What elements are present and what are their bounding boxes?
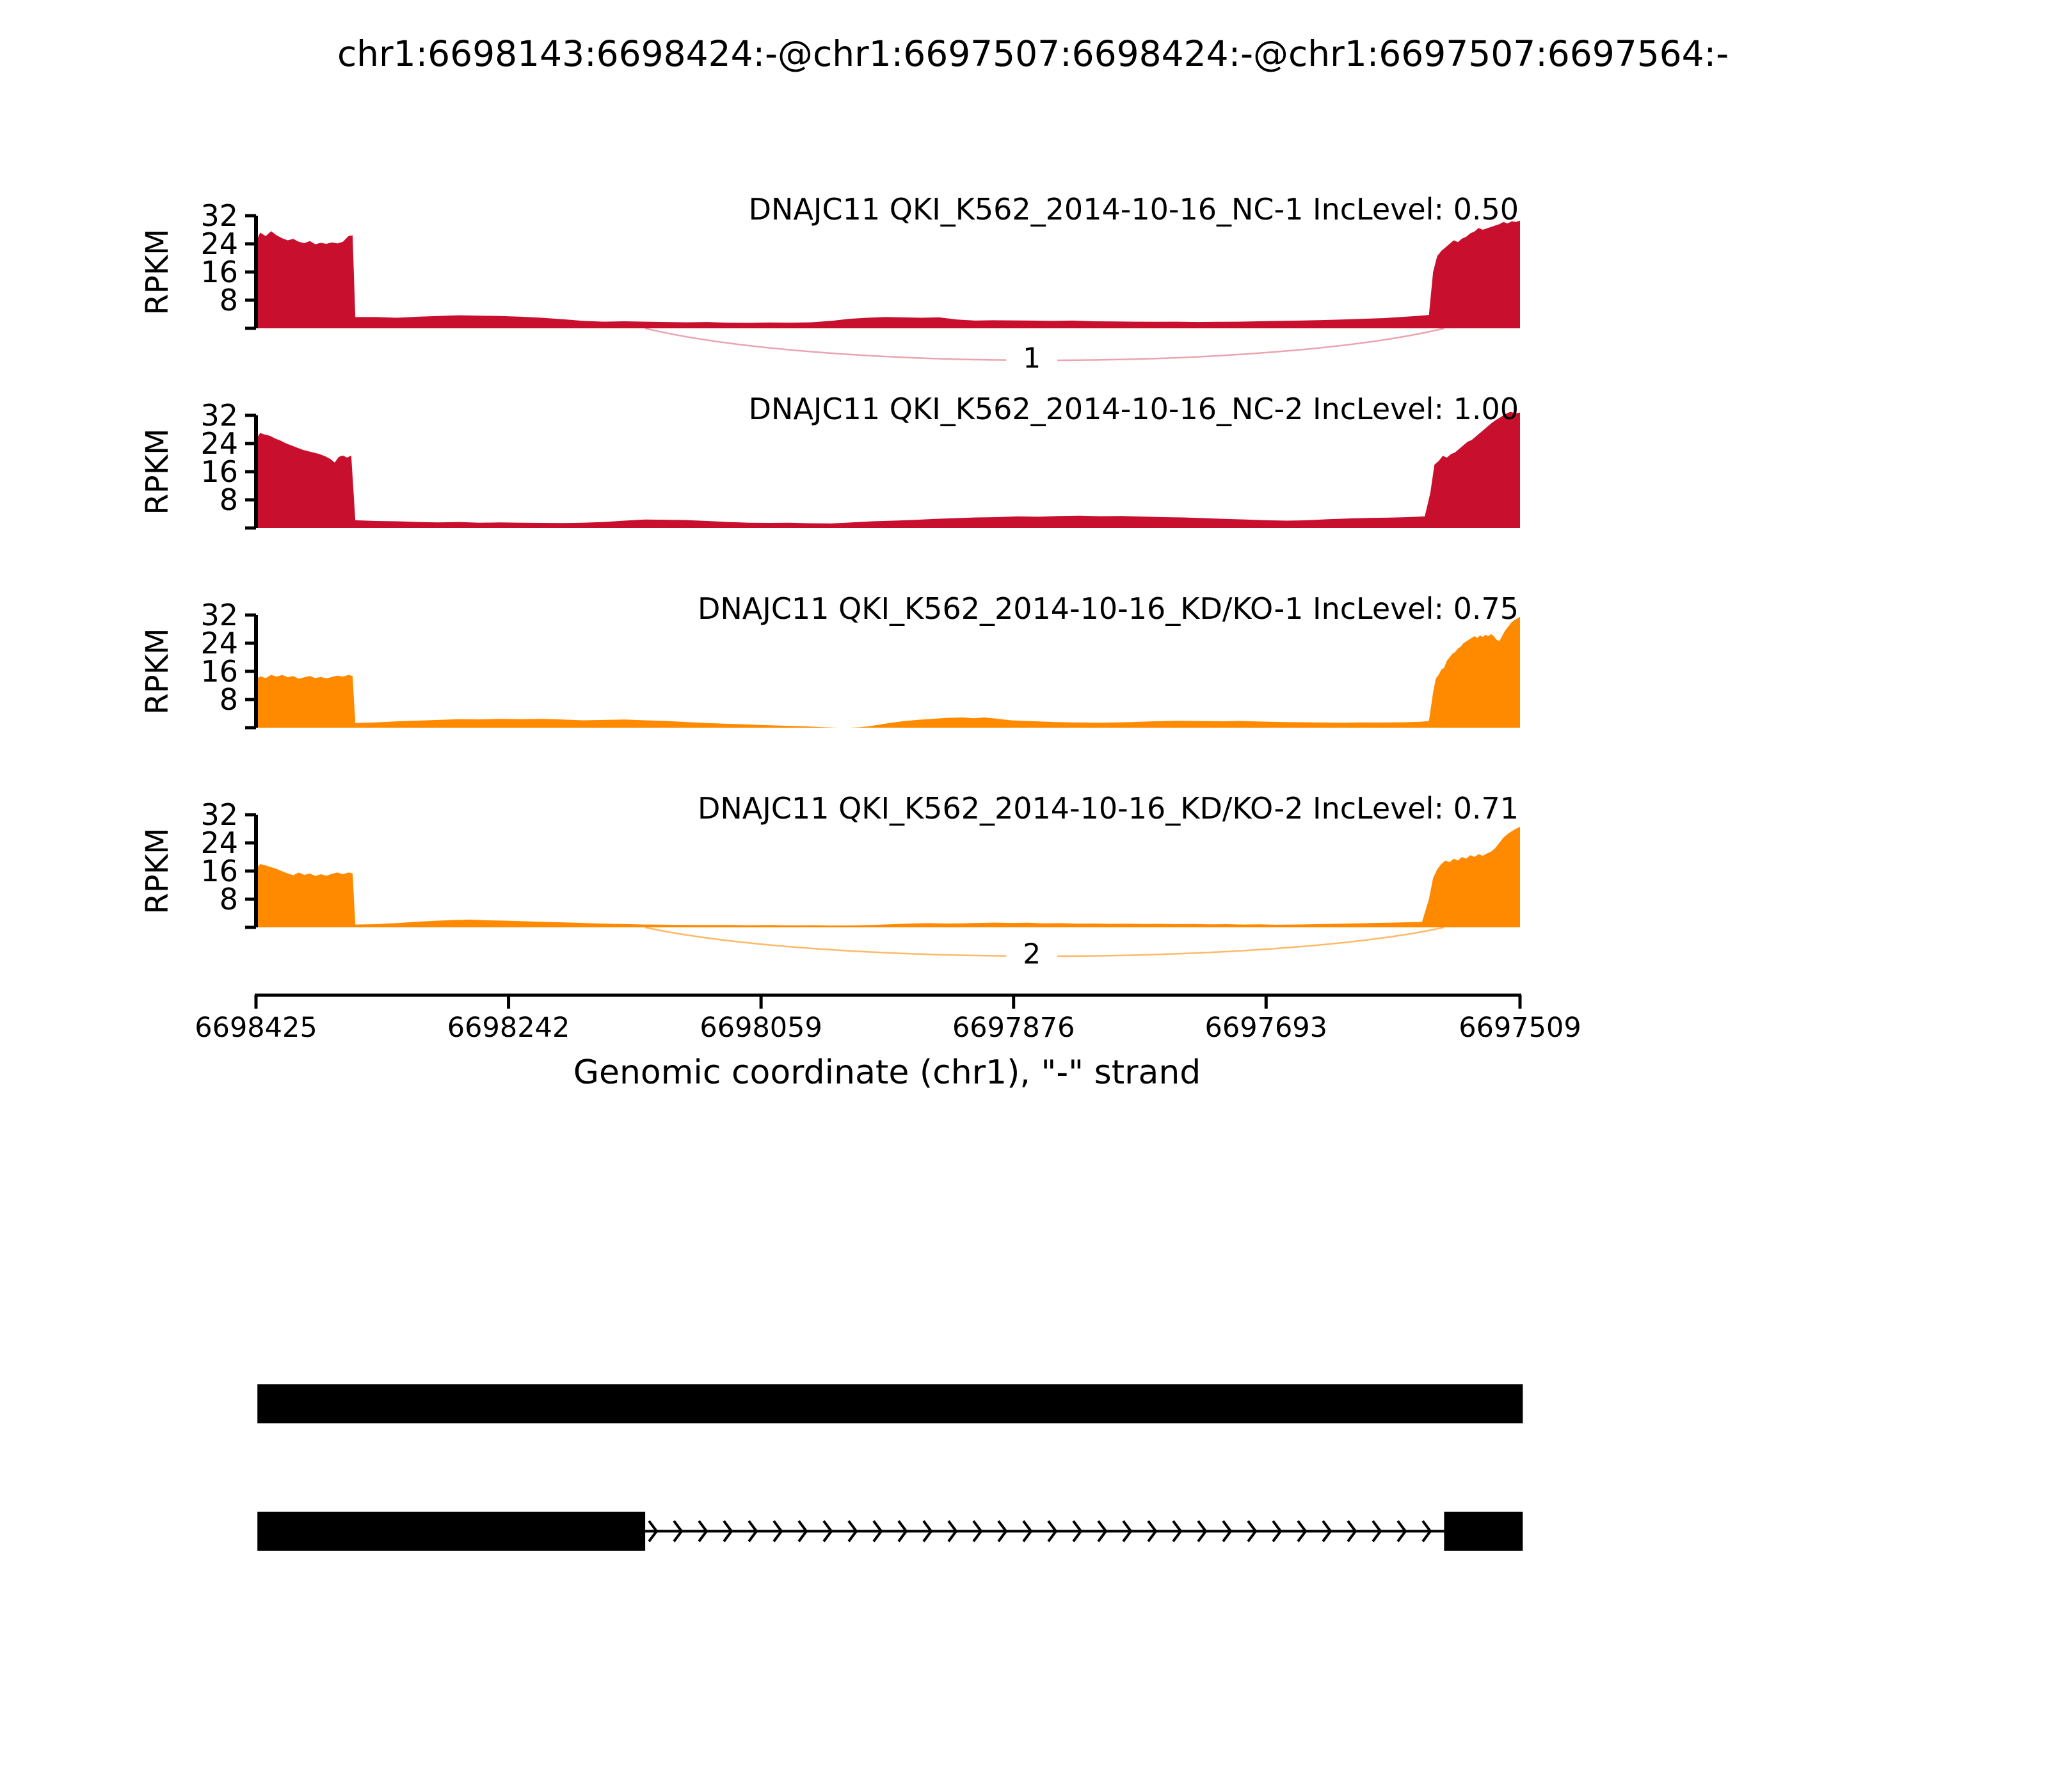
strand-direction-arrow-icon xyxy=(1222,1520,1233,1542)
strand-direction-arrow-icon xyxy=(897,1520,908,1542)
strand-direction-arrow-icon xyxy=(1247,1520,1258,1542)
x-tick-label: 6697693 xyxy=(1205,1012,1328,1044)
junction-count-label: 2 xyxy=(1023,938,1041,971)
strand-direction-arrow-icon xyxy=(1172,1520,1183,1542)
strand-direction-arrow-icon xyxy=(1147,1520,1158,1542)
strand-direction-arrow-icon xyxy=(1122,1520,1133,1542)
y-axis-label-rpkm: RPKM xyxy=(140,428,175,515)
x-axis-title: Genomic coordinate (chr1), "-" strand xyxy=(573,1053,1201,1092)
y-tick-label: 24 xyxy=(200,227,238,261)
track-title-KD/KO-1: DNAJC11 QKI_K562_2014-10-16_KD/KO-1 IncL… xyxy=(698,591,1519,626)
track-title-NC-1: DNAJC11 QKI_K562_2014-10-16_NC-1 IncLeve… xyxy=(749,192,1519,227)
junction-count-label: 1 xyxy=(1023,342,1041,375)
junction-label-bg xyxy=(1006,346,1058,371)
isoform-1-inclusion xyxy=(257,1384,1523,1423)
strand-direction-arrow-icon xyxy=(1322,1520,1332,1542)
strand-direction-arrow-icon xyxy=(872,1520,883,1542)
x-tick-label: 6698059 xyxy=(700,1012,822,1044)
y-tick-label: 24 xyxy=(200,826,238,860)
y-tick-label: 8 xyxy=(220,483,238,517)
y-tick-label: 16 xyxy=(200,454,238,489)
strand-direction-arrow-icon xyxy=(1396,1520,1407,1542)
strand-direction-arrow-icon xyxy=(1372,1520,1382,1542)
strand-direction-arrow-icon xyxy=(1097,1520,1108,1542)
coverage-area-KD/KO-1 xyxy=(256,616,1520,728)
y-tick-label: 32 xyxy=(200,797,238,832)
strand-direction-arrow-icon xyxy=(1272,1520,1283,1542)
gene-structure xyxy=(257,1384,1523,1551)
strand-direction-arrow-icon xyxy=(673,1520,684,1542)
strand-direction-arrow-icon xyxy=(1347,1520,1357,1542)
y-tick-label: 24 xyxy=(200,426,238,461)
y-tick-label: 32 xyxy=(200,198,238,233)
strand-direction-arrow-icon xyxy=(698,1520,708,1542)
strand-direction-arrow-icon xyxy=(847,1520,858,1542)
strand-direction-arrow-icon xyxy=(748,1520,758,1542)
strand-direction-arrow-icon xyxy=(972,1520,983,1542)
y-tick-label: 8 xyxy=(220,682,238,717)
strand-direction-arrow-icon xyxy=(797,1520,808,1542)
strand-direction-arrow-icon xyxy=(1297,1520,1308,1542)
y-tick-label: 24 xyxy=(200,626,238,660)
exon-block xyxy=(1444,1512,1523,1551)
figure-title: chr1:6698143:6698424:-@chr1:6697507:6698… xyxy=(337,33,1729,74)
y-axis-label-rpkm: RPKM xyxy=(140,628,175,714)
exon-block xyxy=(257,1384,1523,1423)
strand-direction-arrow-icon xyxy=(1022,1520,1033,1542)
y-tick-label: 16 xyxy=(200,854,238,888)
strand-direction-arrow-icon xyxy=(922,1520,933,1542)
strand-direction-arrow-icon xyxy=(997,1520,1008,1542)
strand-direction-arrow-icon xyxy=(1197,1520,1208,1542)
y-tick-label: 8 xyxy=(220,882,238,916)
junction-label-bg xyxy=(1006,941,1058,967)
x-tick-label: 6698242 xyxy=(447,1012,570,1044)
y-axis-label-rpkm: RPKM xyxy=(140,828,175,914)
y-tick-label: 8 xyxy=(220,283,238,317)
coverage-area-NC-2 xyxy=(256,412,1520,528)
strand-direction-arrow-icon xyxy=(648,1520,659,1542)
y-axis-label-rpkm: RPKM xyxy=(140,228,175,315)
y-tick-label: 16 xyxy=(200,255,238,289)
x-axis: 6698425 6698242 6698059 6697876 6697693 66975… xyxy=(195,993,1581,1044)
track-title-KD/KO-2: DNAJC11 QKI_K562_2014-10-16_KD/KO-2 IncL… xyxy=(698,791,1519,826)
strand-direction-arrow-icon xyxy=(822,1520,833,1542)
strand-direction-arrow-icon xyxy=(1072,1520,1083,1542)
exon-block xyxy=(257,1512,646,1551)
strand-direction-arrow-icon xyxy=(1421,1520,1432,1542)
x-tick-label: 6697509 xyxy=(1459,1012,1581,1044)
y-tick-label: 32 xyxy=(200,598,238,632)
coverage-area-NC-1 xyxy=(256,220,1520,328)
track-title-NC-2: DNAJC11 QKI_K562_2014-10-16_NC-2 IncLeve… xyxy=(749,392,1519,426)
y-tick-label: 32 xyxy=(200,398,238,433)
strand-direction-arrow-icon xyxy=(1047,1520,1058,1542)
strand-direction-arrow-icon xyxy=(947,1520,958,1542)
strand-direction-arrow-icon xyxy=(723,1520,733,1542)
strand-direction-arrow-icon xyxy=(772,1520,783,1542)
x-tick-label: 6697876 xyxy=(952,1012,1075,1044)
x-tick-label: 6698425 xyxy=(195,1012,317,1044)
coverage-area-KD/KO-2 xyxy=(256,826,1520,927)
isoform-2-skipping xyxy=(257,1512,1523,1551)
y-tick-label: 16 xyxy=(200,654,238,689)
